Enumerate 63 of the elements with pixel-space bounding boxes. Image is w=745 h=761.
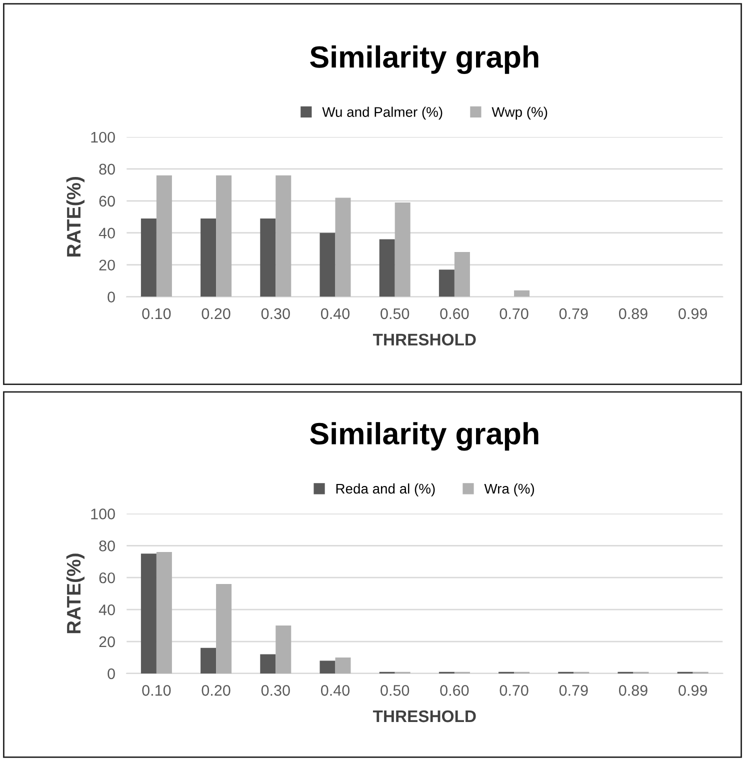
x-axis-title: THRESHOLD xyxy=(372,710,476,722)
x-tick-label: 0.40 xyxy=(320,685,350,696)
bar xyxy=(200,648,216,674)
bar xyxy=(260,654,276,674)
bar xyxy=(454,252,470,297)
bar xyxy=(260,218,276,297)
bar xyxy=(438,270,454,297)
y-tick-label: 60 xyxy=(99,572,115,584)
y-tick-label: 40 xyxy=(98,228,115,239)
chart-title: Similarity graph xyxy=(310,45,538,74)
bar xyxy=(216,175,232,297)
x-tick-label: 0.10 xyxy=(142,308,171,320)
x-tick-label: 0.99 xyxy=(678,685,707,696)
x-tick-label: 0.79 xyxy=(559,308,588,320)
x-tick-label: 0.40 xyxy=(320,308,350,320)
x-tick-label: 0.70 xyxy=(500,685,528,696)
bar xyxy=(394,202,410,297)
chart-title: Similarity graph xyxy=(310,422,538,451)
y-tick-label: 100 xyxy=(91,508,115,520)
bar xyxy=(320,232,336,297)
legend-label: Wwp (%) xyxy=(492,106,548,120)
bar xyxy=(379,239,395,297)
bar xyxy=(140,218,156,297)
bar xyxy=(514,290,530,297)
y-axis-title: RATE(%) xyxy=(66,554,84,634)
x-tick-label: 0.60 xyxy=(440,308,469,320)
y-tick-label: 0 xyxy=(108,292,115,302)
x-tick-label: 0.89 xyxy=(618,308,648,320)
legend-label: Wu and Palmer (%) xyxy=(322,106,442,120)
bar xyxy=(276,626,292,674)
y-axis-title: RATE(%) xyxy=(66,176,84,256)
y-tick-label: 0 xyxy=(108,668,115,680)
bar xyxy=(156,175,172,297)
y-tick-label: 100 xyxy=(91,132,115,143)
x-tick-label: 0.30 xyxy=(261,308,290,320)
y-tick-label: 80 xyxy=(99,540,115,552)
x-tick-label: 0.89 xyxy=(618,685,648,696)
y-tick-label: 20 xyxy=(99,636,115,648)
x-tick-label: 0.70 xyxy=(500,308,528,320)
x-tick-label: 0.99 xyxy=(678,308,707,320)
bar xyxy=(216,584,232,674)
x-tick-label: 0.50 xyxy=(380,308,410,320)
legend-label: Reda and al (%) xyxy=(336,483,435,496)
y-tick-label: 20 xyxy=(99,260,115,271)
bar xyxy=(200,218,216,297)
bar xyxy=(140,554,156,674)
y-tick-label: 60 xyxy=(99,196,115,207)
x-tick-label: 0.10 xyxy=(142,685,171,696)
legend-label: Wra (%) xyxy=(484,483,534,496)
x-tick-label: 0.20 xyxy=(202,685,230,696)
y-tick-label: 80 xyxy=(99,164,115,175)
bar xyxy=(320,660,336,674)
bar xyxy=(156,552,172,674)
x-tick-label: 0.50 xyxy=(380,685,410,696)
x-axis-title: THRESHOLD xyxy=(372,334,476,346)
x-tick-label: 0.20 xyxy=(202,308,230,320)
bar xyxy=(335,198,351,297)
bar xyxy=(276,175,292,297)
x-tick-label: 0.79 xyxy=(559,685,588,696)
x-tick-label: 0.60 xyxy=(440,685,469,696)
x-tick-label: 0.30 xyxy=(261,685,290,696)
y-tick-label: 40 xyxy=(98,604,115,616)
bar xyxy=(335,658,351,674)
